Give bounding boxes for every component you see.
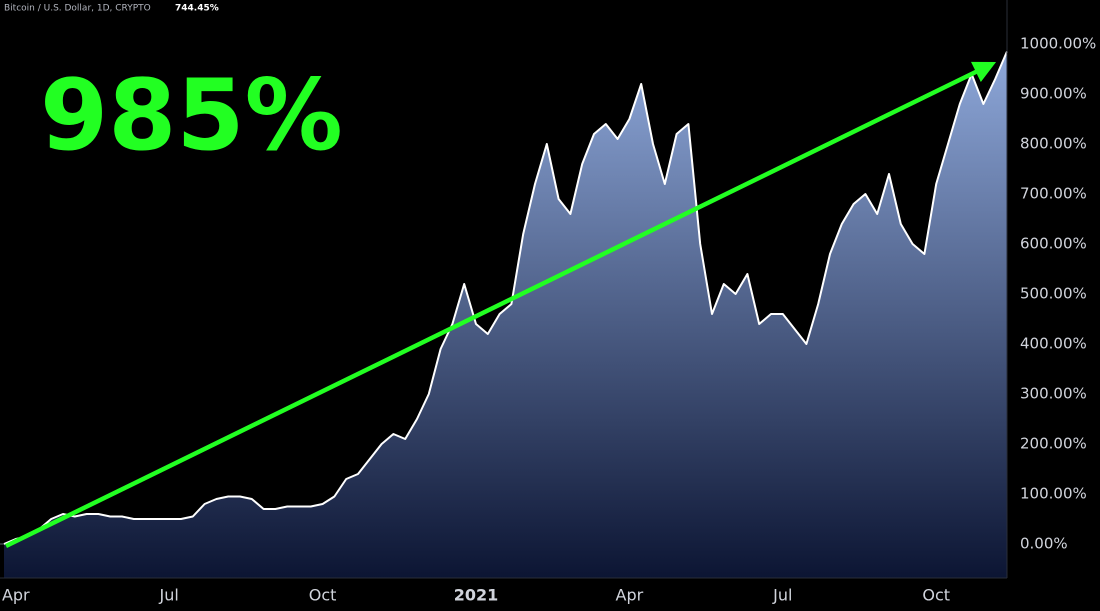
y-tick-label: 600.00% bbox=[1020, 235, 1087, 253]
x-tick-label: Apr bbox=[2, 586, 30, 605]
y-tick-label: 1000.00% bbox=[1020, 35, 1096, 53]
price-line bbox=[3, 51, 1008, 545]
x-tick-label: Oct bbox=[309, 586, 337, 605]
y-tick-label: 700.00% bbox=[1020, 185, 1087, 203]
y-tick-label: 100.00% bbox=[1020, 485, 1087, 503]
x-tick-label: Apr bbox=[616, 586, 644, 605]
y-tick-label: 300.00% bbox=[1020, 385, 1087, 403]
y-tick-label: 200.00% bbox=[1020, 435, 1087, 453]
trend-arrow bbox=[5, 61, 997, 549]
y-tick-label: 900.00% bbox=[1020, 85, 1087, 103]
annotation: 985% bbox=[40, 59, 343, 173]
last-value: 744.45% bbox=[175, 4, 219, 14]
plot-area bbox=[0, 51, 1008, 578]
x-tick-label: Jul bbox=[159, 586, 179, 605]
y-tick-label: 500.00% bbox=[1020, 285, 1087, 303]
x-tick-label: 2021 bbox=[454, 586, 499, 605]
y-tick-label: 400.00% bbox=[1020, 335, 1087, 353]
area-fill bbox=[4, 51, 1007, 578]
y-tick-label: 0.00% bbox=[1020, 535, 1068, 553]
x-tick-label: Jul bbox=[772, 586, 792, 605]
chart-title: Bitcoin / U.S. Dollar, 1D, CRYPTO bbox=[4, 4, 151, 14]
x-tick-label: Oct bbox=[922, 586, 950, 605]
y-tick-label: 800.00% bbox=[1020, 135, 1087, 153]
